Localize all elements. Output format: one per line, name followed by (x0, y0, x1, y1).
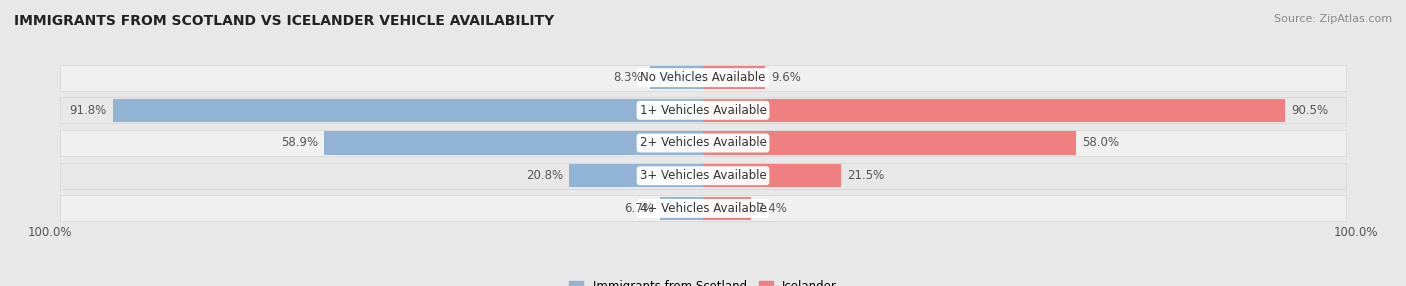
Text: 58.9%: 58.9% (281, 136, 318, 150)
Bar (569, 164, 703, 187)
Bar (703, 196, 751, 220)
Text: 20.8%: 20.8% (526, 169, 562, 182)
Text: 2+ Vehicles Available: 2+ Vehicles Available (640, 136, 766, 150)
Text: 91.8%: 91.8% (69, 104, 107, 117)
Text: No Vehicles Available: No Vehicles Available (640, 71, 766, 84)
Legend: Immigrants from Scotland, Icelander: Immigrants from Scotland, Icelander (564, 276, 842, 286)
Bar (60, 195, 1346, 221)
Bar (650, 66, 703, 90)
Text: 4+ Vehicles Available: 4+ Vehicles Available (640, 202, 766, 215)
Bar (703, 66, 765, 90)
Text: 6.7%: 6.7% (624, 202, 654, 215)
Text: 1+ Vehicles Available: 1+ Vehicles Available (640, 104, 766, 117)
Bar (703, 164, 841, 187)
Text: IMMIGRANTS FROM SCOTLAND VS ICELANDER VEHICLE AVAILABILITY: IMMIGRANTS FROM SCOTLAND VS ICELANDER VE… (14, 14, 554, 28)
Bar (112, 99, 703, 122)
Text: 9.6%: 9.6% (770, 71, 801, 84)
Text: 8.3%: 8.3% (613, 71, 643, 84)
Bar (60, 130, 1346, 156)
Bar (703, 131, 1076, 155)
Text: 100.0%: 100.0% (1333, 227, 1378, 239)
Bar (60, 97, 1346, 123)
Bar (703, 99, 1285, 122)
Text: 21.5%: 21.5% (848, 169, 884, 182)
Bar (325, 131, 703, 155)
Text: 3+ Vehicles Available: 3+ Vehicles Available (640, 169, 766, 182)
Text: 7.4%: 7.4% (756, 202, 787, 215)
Bar (659, 196, 703, 220)
Bar (60, 65, 1346, 91)
Text: 58.0%: 58.0% (1083, 136, 1119, 150)
Bar (60, 163, 1346, 189)
Text: Source: ZipAtlas.com: Source: ZipAtlas.com (1274, 14, 1392, 24)
Text: 100.0%: 100.0% (28, 227, 73, 239)
Text: 90.5%: 90.5% (1291, 104, 1329, 117)
